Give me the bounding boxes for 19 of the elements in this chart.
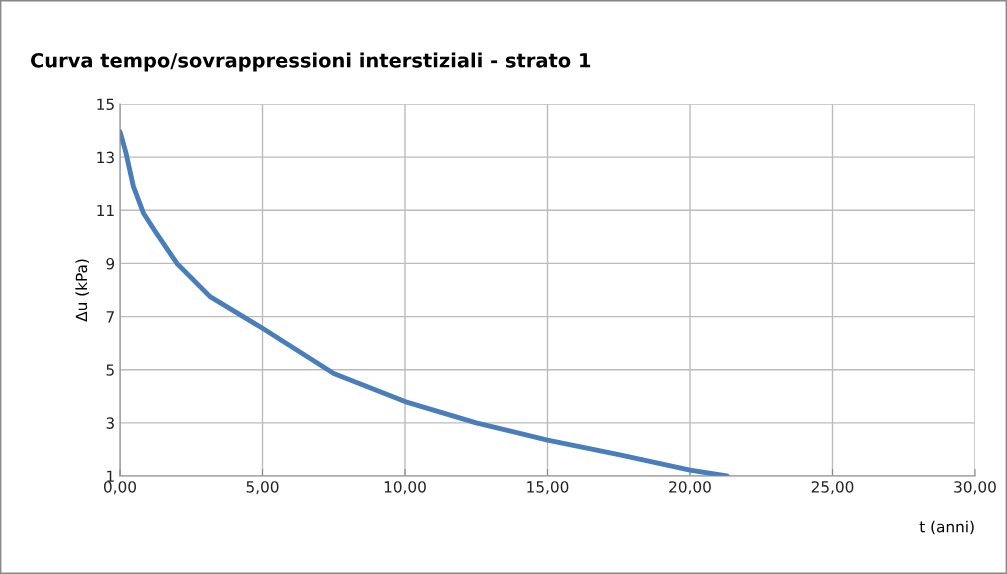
y-tick-label: 11	[97, 204, 114, 217]
y-tick-label: 5	[106, 364, 114, 376]
x-tick-label: 20,00	[669, 481, 711, 495]
x-tick-label: 5,00	[246, 481, 279, 495]
y-tick-label: 13	[97, 151, 114, 164]
x-tick-label: 0,00	[104, 481, 136, 495]
line-series	[120, 129, 730, 476]
y-axis-title: Δu (kPa)	[75, 259, 89, 322]
x-axis-title: t (anni)	[919, 520, 974, 535]
x-tick-label: 15,00	[527, 481, 569, 495]
y-tick-label: 9	[106, 257, 115, 270]
chart-title: Curva tempo/sovrappressioni interstiziali - strato 1	[30, 52, 591, 72]
y-tick-label: 7	[106, 311, 114, 323]
x-tick-label: 30,00	[954, 481, 996, 495]
y-tick-label: 3	[106, 417, 114, 429]
y-tick-label: 1	[107, 470, 114, 482]
x-tick-label: 25,00	[811, 481, 854, 495]
y-tick-label: 15	[97, 98, 114, 111]
x-tick-label: 10,00	[384, 481, 426, 495]
